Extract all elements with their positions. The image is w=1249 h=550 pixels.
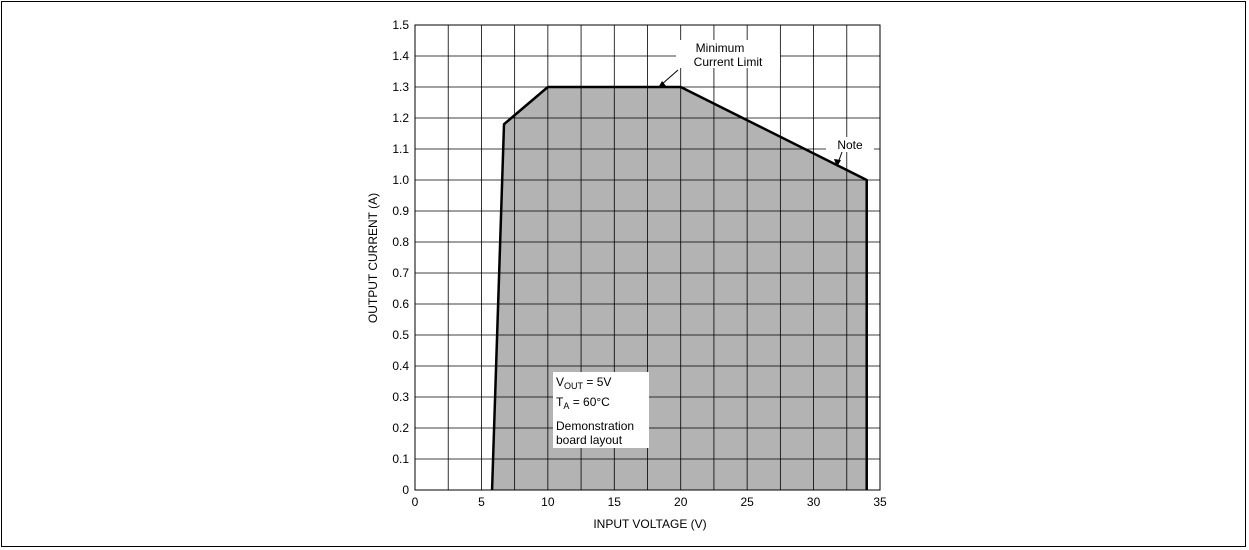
y-tick-label: 1.0 [392, 173, 409, 187]
min-current-leader [660, 69, 679, 86]
min-current-label-line1: Minimum [696, 41, 745, 55]
y-tick-label: 0.1 [392, 452, 409, 466]
x-tick-label: 20 [674, 495, 688, 509]
y-tick-label: 0.2 [392, 421, 409, 435]
y-axis-title: OUTPUT CURRENT (A) [366, 193, 380, 323]
x-tick-label: 30 [807, 495, 821, 509]
x-tick-label: 0 [412, 495, 419, 509]
condition-ta: TA = 60°C [556, 395, 610, 411]
y-tick-label: 0.7 [392, 266, 409, 280]
min-current-label-bg-1 [680, 40, 762, 54]
y-tick-label: 1.3 [392, 80, 409, 94]
y-tick-label: 0.9 [392, 204, 409, 218]
condition-line4: board layout [556, 433, 623, 447]
x-tick-label: 15 [608, 495, 622, 509]
conditions-box [553, 372, 649, 448]
condition-line3: Demonstration [556, 419, 634, 433]
y-tick-label: 0.5 [392, 328, 409, 342]
plot-frame [414, 24, 881, 491]
y-tick-label: 1.5 [392, 18, 409, 32]
note-arrowhead [834, 159, 841, 167]
y-tick-label: 1.1 [392, 142, 409, 156]
y-tick-label: 1.2 [392, 111, 409, 125]
x-tick-label: 25 [740, 495, 754, 509]
y-tick-label: 0.6 [392, 297, 409, 311]
y-tick-label: 0.4 [392, 359, 409, 373]
x-tick-label: 5 [478, 495, 485, 509]
condition-vout: VOUT = 5V [556, 375, 611, 391]
y-tick-label: 0.8 [392, 235, 409, 249]
y-tick-label: 0.3 [392, 390, 409, 404]
min-current-label-bg-2 [676, 54, 780, 68]
boundary-line [490, 85, 868, 491]
x-tick-label: 35 [873, 495, 887, 509]
y-tick-label: 0 [402, 483, 409, 497]
ticks: 0 5 10 15 20 25 30 35 0 0.1 0.2 0.3 0.4 0.5 0.6 0.7 0.8 0… [392, 18, 887, 509]
min-current-arrowhead [658, 81, 666, 88]
x-tick-label: 10 [541, 495, 555, 509]
y-tick-label: 1.4 [392, 49, 409, 63]
x-axis-title: INPUT VOLTAGE (V) [593, 517, 706, 531]
note-label-bg [826, 137, 874, 152]
note-label: Note [837, 138, 863, 152]
min-current-label-line2: Current Limit [694, 55, 763, 69]
